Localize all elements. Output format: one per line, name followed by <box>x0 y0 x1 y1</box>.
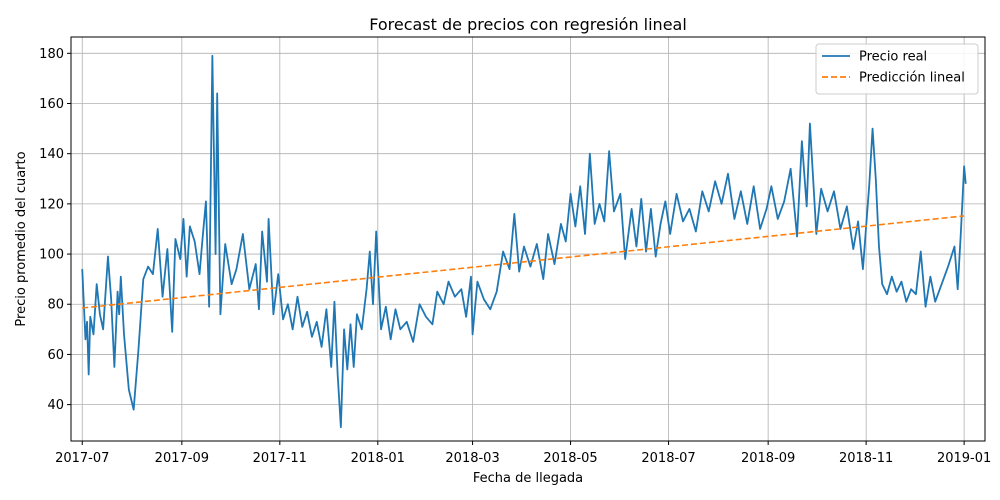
y-tick-label: 140 <box>39 147 64 162</box>
plot-frame <box>70 36 986 442</box>
x-tick-label: 2018-11 <box>839 451 893 466</box>
series-line-1 <box>82 215 965 309</box>
legend-label-1: Predicción lineal <box>859 71 965 86</box>
x-tick-label: 2019-01 <box>937 451 991 466</box>
x-tick-label: 2018-01 <box>351 451 405 466</box>
y-axis-ticks: 40 60 80 100 120 140 160 180 <box>39 47 71 413</box>
series-layer <box>81 54 967 429</box>
x-tick-label: 2018-03 <box>445 451 499 466</box>
x-tick-label: 2018-05 <box>543 451 597 466</box>
x-axis-ticks: 2017-07 2017-09 2017-11 2018-01 2018-03 2018-… <box>55 441 991 466</box>
chart-title: Forecast de precios con regresión lineal <box>369 15 687 34</box>
x-tick-label: 2017-09 <box>155 451 209 466</box>
y-axis-title: Precio promedio del cuarto <box>14 151 29 326</box>
y-tick-label: 80 <box>47 298 64 313</box>
y-tick-label: 60 <box>47 348 64 363</box>
legend-box <box>815 43 979 95</box>
y-tick-label: 40 <box>47 398 64 413</box>
grid <box>71 37 985 441</box>
legend: Precio real Predicción lineal <box>815 43 979 95</box>
y-tick-label: 100 <box>39 248 64 263</box>
y-tick-label: 160 <box>39 97 64 112</box>
x-tick-label: 2018-09 <box>741 451 795 466</box>
x-tick-label: 2018-07 <box>641 451 695 466</box>
x-tick-label: 2017-07 <box>55 451 109 466</box>
y-tick-label: 180 <box>39 47 64 62</box>
x-axis-title: Fecha de llegada <box>473 471 583 486</box>
series-line-0 <box>81 54 967 429</box>
x-tick-label: 2017-11 <box>253 451 307 466</box>
legend-label-0: Precio real <box>859 50 927 65</box>
y-tick-label: 120 <box>39 197 64 212</box>
